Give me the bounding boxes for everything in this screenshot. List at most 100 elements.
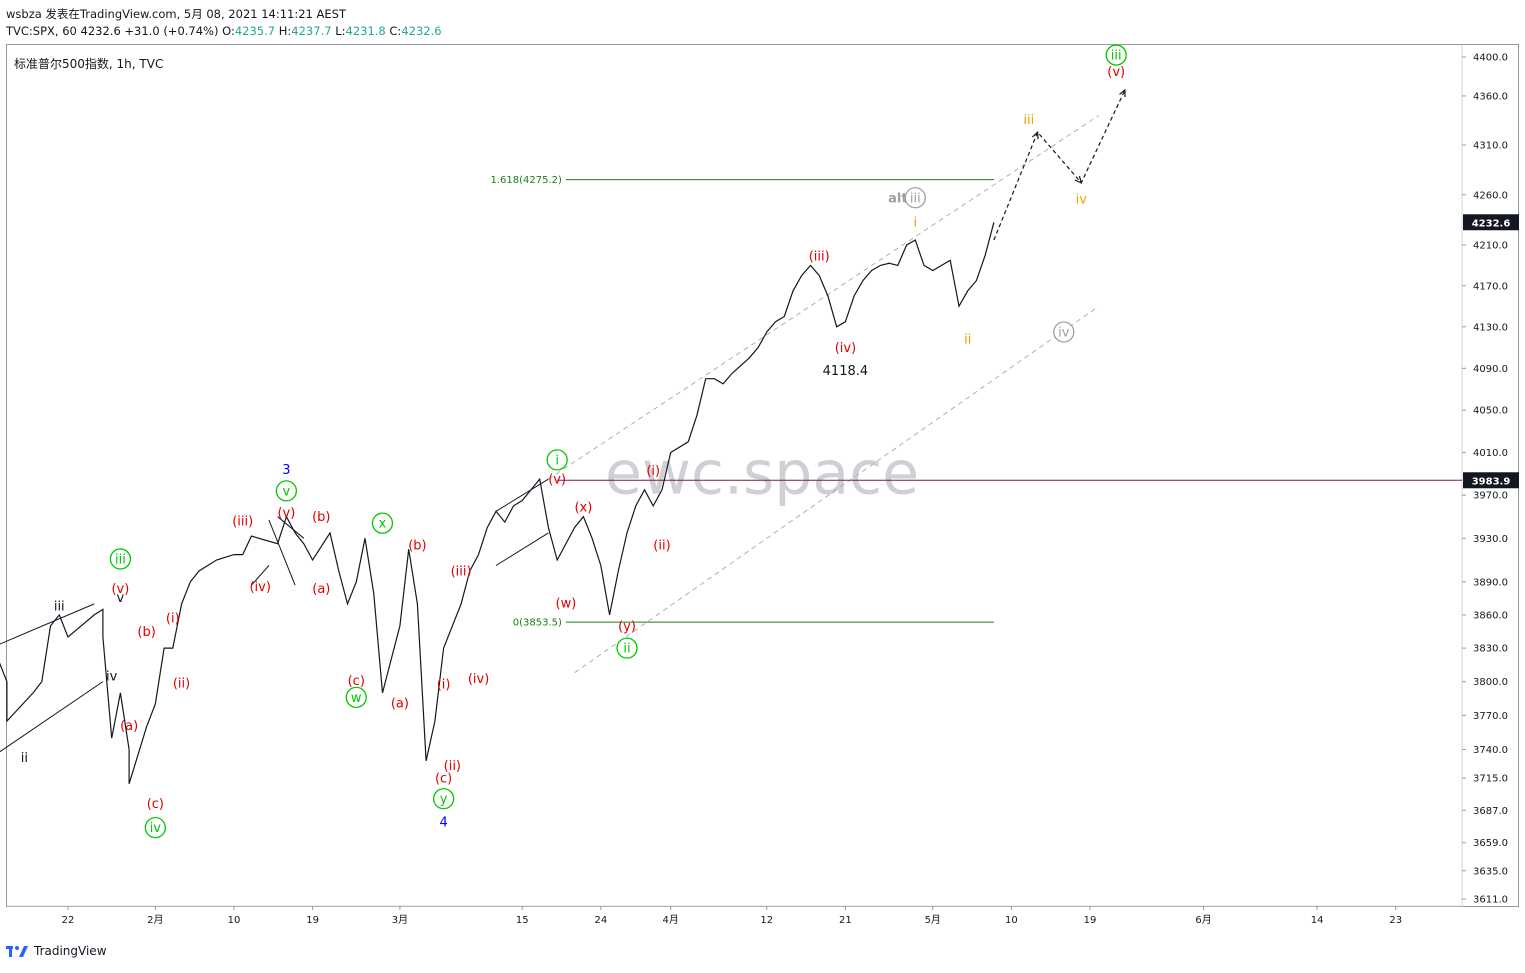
wave-label: i [546,449,568,471]
projection-line [993,89,1126,241]
wave-label-circle [432,788,455,810]
wave-label: alt [888,191,907,206]
wave-label-text: (v) [548,473,566,488]
close-label: C: [389,24,402,38]
price-tick-label: 3830.0 [1473,644,1508,655]
price-tick-label: 4360.0 [1473,91,1508,102]
wave-label-text: iii [1111,49,1122,64]
wave-label: (c) [348,674,365,689]
price-tick-label: 3800.0 [1473,677,1508,688]
wave-label-text: (x) [574,500,592,515]
projection-arrowhead [1031,130,1039,140]
wave-label-text: iv [1058,325,1070,340]
wave-label: (v) [277,506,295,521]
price-tick-label: 3930.0 [1473,534,1508,545]
wave-label-text: (b) [408,538,426,553]
symbol-interval: TVC:SPX, 60 [6,24,77,38]
wave-label-text: iv [150,821,162,836]
wave-label-text: iii [115,552,126,567]
wave-label: ii [616,637,638,659]
wave-label-circle [345,686,367,709]
wave-label-text: (b) [312,510,330,525]
wave-label: iii [109,548,132,570]
low-label: L: [335,24,346,38]
wave-label-circle [144,816,167,839]
price-tick-label: 3970.0 [1473,491,1508,502]
wave-label: (y) [618,619,636,634]
wave-label-text: (v) [111,582,129,597]
price-tick-label: 3611.0 [1473,895,1508,906]
high-label: H: [278,24,292,38]
price-tick-label: 4310.0 [1473,141,1508,152]
lower-channel-line [574,305,1100,674]
wave-label: (iv) [468,672,489,687]
wave-label: (b) [312,510,330,525]
wave-label-text: iv [1076,192,1088,207]
wave-label-circle [371,512,394,534]
wave-label: (iii) [809,250,830,265]
time-tick-label: 19 [306,915,319,926]
wave-label: (v) [548,473,566,488]
wave-label: w [345,686,367,709]
wave-label-text: (y) [618,619,636,634]
wave-label-text: 4118.4 [823,364,869,379]
wave-label-text: (c) [147,797,164,812]
price-tick-label: 3860.0 [1473,610,1508,621]
wave-label: 4 [439,815,447,830]
time-tick-label: 19 [1084,915,1097,926]
wave-label: (v) [1107,65,1125,80]
wave-label-text: (a) [391,696,409,711]
price-tick-label: 3715.0 [1473,774,1508,785]
wave-label-text: iii [1023,113,1034,128]
projection-arrowhead [1119,88,1126,98]
brand-name: TradingView [34,944,107,958]
wave-label: (iv) [249,580,270,595]
wave-label-text: (a) [120,719,138,734]
time-tick-label: 10 [228,915,241,926]
wave-label-text: (ii) [653,538,670,553]
wave-label-circle [546,449,568,471]
wave-label: (i) [646,464,660,479]
price-tick-label: 4210.0 [1473,241,1508,252]
wave-label: (v) [111,582,129,597]
price-tick-label: 3740.0 [1473,745,1508,756]
wave-label: (iii) [451,564,472,579]
wave-label-circle [1105,44,1127,66]
wave-label: (c) [147,797,164,812]
wave-label: 4118.4 [823,364,869,379]
wave-label: y [432,788,455,810]
time-tick-label: 21 [839,915,852,926]
time-tick-label: 6月 [1195,914,1211,926]
triangle-line [277,516,305,539]
wave-label: (ii) [444,759,461,774]
publish-info: wsbza 发表在TradingView.com, 5月 08, 2021 14… [6,7,346,21]
price-tick-label: 4010.0 [1473,448,1508,459]
series-legend[interactable]: 标准普尔500指数, 1h, TVC [14,57,164,71]
wave-label: (w) [556,596,577,611]
wave-label-text: alt [888,191,907,206]
wave-label-text: (i) [437,677,451,692]
wave-label: (b) [408,538,426,553]
wave-label-circle [616,637,638,659]
triangle-upper-line [495,478,549,512]
footer-brand[interactable]: TradingView [6,944,107,958]
wave-label-text: iii [54,600,65,615]
wave-label-text: ii [21,751,28,766]
wave-label: ii [964,333,971,348]
wave-label-text: 3 [282,463,290,478]
time-tick-label: 22 [62,915,75,926]
price-tick-label: 4400.0 [1473,53,1508,64]
wave-label-text: (iv) [249,580,270,595]
triangle-line [251,565,270,586]
projection-arrowhead [1074,175,1083,184]
wave-label-text: v [117,591,125,606]
watermark-text: ewc.space [605,439,919,509]
wave-label: iv [1076,192,1088,207]
time-tick-label: 3月 [392,914,408,926]
time-tick-label: 2月 [147,914,163,926]
triangle-line [268,519,296,586]
price-badge-bg [1463,472,1519,489]
price-tick-label: 3659.0 [1473,838,1508,849]
time-tick-label: 24 [594,915,607,926]
